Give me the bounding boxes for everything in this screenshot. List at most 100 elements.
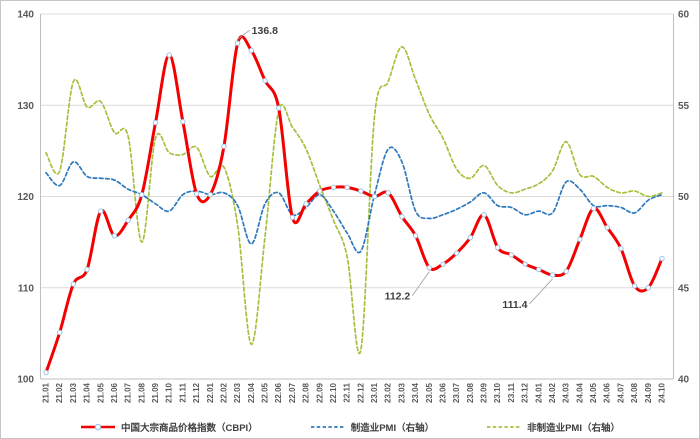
cbpi-data-point-marker [536,266,542,273]
cbpi-data-point-marker [508,252,515,258]
x-axis-tick: 22.06 [274,382,283,403]
cbpi-data-point-marker [604,224,610,231]
cbpi-data-point-marker [371,193,378,200]
annotation-leader-line [411,271,430,296]
left-axis-tick: 110 [18,283,35,294]
x-axis-tick: 22.09 [315,382,324,403]
cbpi-data-point-marker [590,205,597,212]
cbpi-data-point-marker [111,233,118,239]
x-axis-tick: 21.06 [110,382,119,403]
cbpi-data-point-marker [563,268,569,275]
cbpi-data-point-marker [631,283,638,289]
cbpi-data-point-marker [234,40,241,46]
cbpi-data-point-marker [330,184,337,191]
legend-item-nonmanufacturing-pmi: 非制造业PMI（右轴） [486,420,620,434]
left-axis-tick: 130 [17,101,34,112]
legend-item-manufacturing-pmi: 制造业PMI（右轴） [310,420,434,434]
x-axis-tick: 23.02 [384,382,393,403]
x-axis-tick: 23.04 [411,382,420,403]
cbpi-data-point-marker [193,191,200,197]
left-axis-tick: 100 [17,375,34,386]
x-axis-tick: 22.11 [343,382,352,402]
x-axis-tick: 24.05 [589,382,598,403]
x-axis-tick: 22.01 [206,382,215,403]
cbpi-data-point-marker [385,190,391,196]
x-axis-tick: 21.02 [55,382,64,403]
cbpi-data-point-marker [303,201,309,207]
data-label: 136.8 [252,25,278,37]
cbpi-data-point-marker [618,245,624,252]
x-axis-tick: 21.11 [178,382,187,402]
right-axis-tick: 55 [678,101,690,112]
cbpi-data-point-marker [152,119,159,126]
right-axis-tick: 40 [678,375,690,386]
cbpi-data-point-marker [453,250,460,256]
cbpi-data-point-marker [495,244,501,251]
manufacturing-pmi-series-line [45,146,663,254]
x-axis-tick: 21.08 [137,382,146,403]
x-axis-tick: 21.09 [151,382,160,403]
right-axis-tick: 50 [678,192,690,203]
x-axis-tick: 22.08 [302,382,311,403]
cbpi-data-point-marker [426,264,432,271]
cbpi-data-point-marker [645,285,652,291]
cbpi-line-swatch [81,423,115,431]
cbpi-data-point-marker [125,217,131,223]
cbpi-data-point-marker [262,77,268,84]
x-axis-tick: 21.03 [69,382,78,403]
cbpi-data-point-marker [248,47,255,54]
x-axis-tick: 23.06 [438,382,447,403]
x-axis-tick: 23.01 [370,382,379,403]
x-axis-tick: 23.12 [521,382,530,403]
cbpi-data-point-marker [139,191,145,198]
cbpi-data-point-marker [289,214,296,221]
x-axis-tick: 22.05 [261,382,270,403]
right-axis-tick: 60 [678,10,690,21]
cbpi-data-point-marker [440,261,446,267]
x-axis-tick: 22.03 [233,382,242,403]
x-axis-tick: 21.04 [83,382,92,403]
cbpi-data-point-marker [221,143,227,150]
x-axis-tick: 24.10 [658,382,667,403]
x-axis-tick: 23.11 [507,382,516,402]
x-axis-tick: 24.03 [562,382,571,403]
cbpi-data-point-marker [577,236,583,243]
cbpi-data-point-marker [43,369,49,376]
x-axis-tick: 24.08 [630,382,639,403]
x-axis-tick: 22.02 [219,382,228,403]
x-axis-tick: 24.07 [616,382,625,403]
x-axis-tick: 23.08 [466,382,475,403]
x-axis-tick: 21.01 [42,382,51,403]
x-axis-tick: 24.09 [644,382,653,403]
cbpi-data-point-marker [549,272,556,278]
cbpi-data-point-marker [207,191,213,198]
cbpi-series-line [44,35,664,375]
x-axis-tick: 22.10 [329,382,338,403]
cbpi-data-point-marker [98,208,104,214]
legend-label-nonmanufacturing-pmi: 非制造业PMI（右轴） [527,423,620,434]
x-axis-tick: 23.05 [425,382,434,403]
cbpi-data-point-marker [56,329,63,336]
cbpi-data-point-marker [467,234,474,241]
nonmanufacturing-pmi-series-line [45,46,663,355]
data-label: 112.2 [385,291,411,303]
x-axis-tick: 24.04 [575,382,584,403]
cbpi-data-point-marker [344,184,350,191]
right-axis-tick: 45 [678,283,690,294]
x-axis-tick: 23.09 [480,382,489,403]
annotation-leader-line [529,278,553,305]
x-axis-tick: 23.07 [452,382,461,403]
cbpi-data-point-marker [317,188,323,194]
cbpi-data-point-marker [84,266,90,273]
x-axis-tick: 22.12 [356,382,365,403]
x-axis-tick: 21.10 [165,382,174,403]
x-axis-tick: 23.10 [493,382,502,403]
x-axis-tick: 22.07 [288,382,297,403]
cbpi-data-point-marker [180,118,186,125]
cbpi-data-point-marker [358,188,364,194]
x-axis-tick: 21.12 [192,382,201,403]
cbpi-data-point-marker [412,233,419,239]
cbpi-data-point-marker [70,281,77,287]
cbpi-data-point-marker [522,261,528,267]
